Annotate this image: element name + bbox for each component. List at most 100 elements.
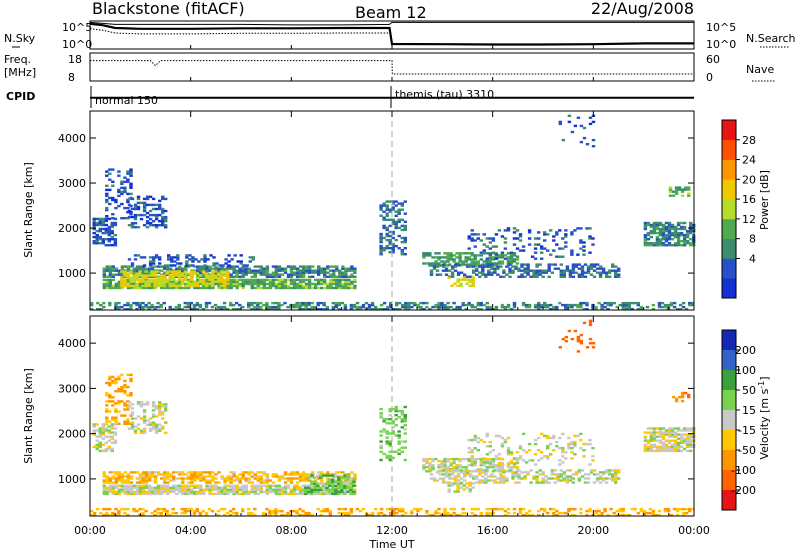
heat-cell	[301, 265, 306, 268]
heat-cell	[217, 286, 221, 290]
heat-cell	[546, 233, 550, 236]
heat-cell	[689, 449, 693, 453]
heat-cell	[537, 459, 541, 462]
heat-cell	[661, 431, 666, 434]
heat-cell	[343, 303, 348, 307]
heat-cell	[108, 375, 112, 379]
heat-cell	[579, 241, 583, 244]
heat-cell	[455, 514, 459, 517]
heat-cell	[163, 475, 167, 478]
heat-cell	[111, 490, 115, 494]
heat-cell	[145, 403, 150, 406]
heat-cell	[684, 511, 689, 515]
heat-cell	[198, 278, 203, 281]
heat-cell	[588, 235, 592, 238]
heat-cell	[123, 303, 127, 307]
heat-cell	[682, 433, 687, 436]
heat-cell	[208, 473, 212, 476]
heat-cell	[689, 443, 693, 446]
heat-cell	[603, 509, 607, 513]
heat-cell	[500, 260, 505, 263]
heat-cell	[604, 275, 609, 278]
heat-cell	[450, 267, 455, 270]
heat-cell	[512, 301, 517, 305]
heat-cell	[673, 242, 678, 245]
heat-cell	[111, 379, 115, 383]
heat-cell	[95, 447, 99, 451]
heat-cell	[108, 275, 112, 278]
heat-cell	[244, 471, 248, 474]
heat-cell	[341, 284, 345, 288]
heat-cell	[508, 263, 512, 266]
heat-cell	[467, 247, 471, 250]
heat-cell	[385, 200, 389, 203]
heat-cell	[195, 509, 200, 513]
heat-cell	[289, 471, 294, 474]
heat-cell	[400, 418, 404, 421]
heat-cell	[515, 258, 520, 261]
heat-cell	[110, 235, 114, 239]
heat-cell	[111, 484, 115, 487]
heat-cell	[141, 278, 145, 281]
heat-cell	[304, 271, 309, 274]
heat-cell	[190, 477, 194, 480]
heat-cell	[449, 507, 453, 511]
heat-cell	[385, 212, 389, 215]
heat-cell	[173, 264, 177, 267]
heat-cell	[253, 286, 257, 290]
heat-cell	[678, 308, 683, 311]
heat-cell	[425, 252, 429, 255]
heat-cell	[187, 475, 191, 478]
heat-cell	[262, 282, 266, 286]
heat-cell	[564, 511, 568, 515]
heat-cell	[685, 439, 690, 442]
heat-cell	[470, 457, 474, 460]
heat-cell	[490, 479, 494, 482]
heat-cell	[120, 182, 124, 185]
heat-cell	[298, 275, 303, 278]
heat-cell	[523, 267, 527, 270]
heat-cell	[388, 224, 392, 228]
heat-cell	[497, 461, 502, 465]
heat-cell	[126, 481, 131, 484]
heat-cell	[666, 303, 671, 307]
heat-cell	[144, 490, 149, 494]
heat-cell	[126, 280, 131, 284]
heat-cell	[295, 477, 300, 480]
heat-cell	[413, 303, 417, 307]
heat-cell	[226, 492, 230, 496]
heat-cell	[652, 427, 657, 430]
heat-cell	[104, 231, 108, 235]
heat-cell	[437, 301, 441, 305]
heat-cell	[301, 301, 305, 305]
heat-cell	[466, 265, 470, 268]
heat-cell	[482, 464, 486, 467]
heat-cell	[93, 514, 97, 517]
heat-cell	[549, 308, 553, 311]
heat-cell	[468, 488, 472, 491]
heat-cell	[283, 486, 288, 489]
heat-cell	[529, 469, 533, 472]
heat-cell	[241, 475, 245, 478]
heat-cell	[533, 453, 538, 456]
heat-cell	[108, 490, 112, 494]
heat-cell	[432, 267, 437, 270]
heat-cell	[373, 308, 378, 311]
heat-cell	[265, 488, 270, 491]
heat-cell	[478, 271, 482, 274]
heat-cell	[138, 280, 142, 283]
heat-cell	[537, 301, 541, 305]
heat-cell	[494, 262, 499, 265]
heat-cell	[658, 427, 663, 430]
heat-cell	[564, 233, 568, 236]
heat-cell	[683, 391, 688, 395]
heat-cell	[403, 440, 407, 443]
heat-cell	[352, 303, 357, 307]
heat-cell	[588, 442, 592, 446]
heat-cell	[464, 252, 468, 255]
heat-cell	[676, 238, 681, 241]
heat-cell	[443, 461, 447, 465]
heat-cell	[110, 425, 114, 428]
heat-cell	[583, 271, 588, 274]
heat-cell	[428, 264, 432, 267]
